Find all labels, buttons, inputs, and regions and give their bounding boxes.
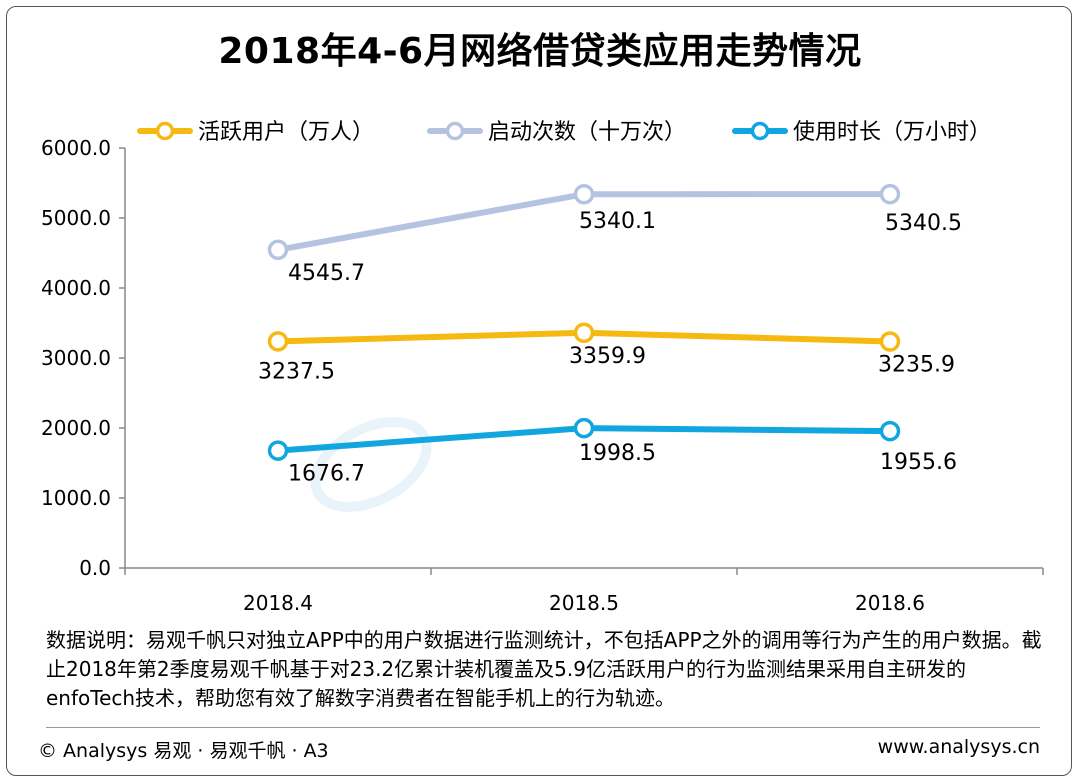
data-label: 1955.6	[880, 450, 957, 475]
data-point	[879, 183, 901, 205]
data-point	[573, 183, 595, 205]
data-label: 3359.9	[569, 344, 646, 369]
legend-entry: 使用时长（万小时）	[793, 120, 991, 145]
x-tick-label: 2018.6	[855, 591, 925, 615]
footer-url: www.analysys.cn	[877, 736, 1040, 758]
data-point	[573, 417, 595, 439]
x-tick-label: 2018.5	[549, 591, 619, 615]
data-point	[267, 239, 289, 261]
y-tick-label: 3000.0	[41, 346, 111, 370]
data-label: 1998.5	[579, 441, 656, 466]
data-label: 5340.5	[885, 211, 962, 236]
data-label: 3235.9	[878, 352, 955, 377]
data-point	[879, 331, 901, 352]
y-tick-label: 6000.0	[41, 136, 111, 160]
data-label: 3237.5	[258, 359, 335, 384]
legend-swatch-marker	[750, 121, 770, 141]
footer-divider	[46, 727, 1040, 728]
watermark	[310, 416, 432, 512]
y-tick-label: 2000.0	[41, 416, 111, 440]
data-point	[267, 440, 289, 461]
data-note: 数据说明：易观千帆只对独立APP中的用户数据进行监测统计，不包括APP之外的调用…	[46, 628, 1042, 710]
legend-swatch-marker	[445, 121, 465, 141]
chart-frame	[6, 6, 1072, 776]
legend-entry: 活跃用户（万人）	[198, 120, 374, 145]
data-point	[879, 420, 901, 442]
y-tick-label: 4000.0	[41, 276, 111, 300]
chart-title: 2018年4-6月网络借贷类应用走势情况	[218, 31, 862, 72]
data-label: 4545.7	[288, 261, 365, 286]
data-point	[573, 322, 595, 344]
y-tick-label: 5000.0	[41, 206, 111, 230]
legend-entry: 启动次数（十万次）	[488, 120, 686, 145]
x-tick-label: 2018.4	[243, 591, 313, 615]
y-tick-label: 0.0	[79, 556, 111, 580]
data-label: 5340.1	[579, 209, 656, 234]
data-label: 1676.7	[288, 462, 365, 487]
data-point	[267, 331, 289, 352]
legend-swatch-marker	[155, 121, 175, 141]
y-tick-label: 1000.0	[41, 486, 111, 510]
footer-copyright: © Analysys 易观 · 易观千帆 · A3	[38, 740, 329, 762]
